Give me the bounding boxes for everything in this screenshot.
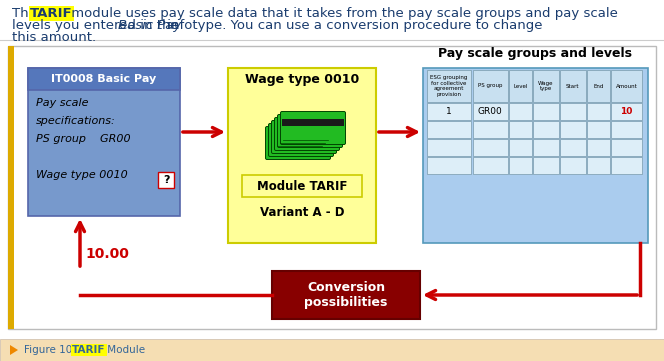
Text: Wage type 0010: Wage type 0010: [36, 170, 127, 180]
Text: The: The: [12, 7, 41, 20]
Bar: [560, 70, 586, 102]
FancyBboxPatch shape: [268, 123, 333, 157]
Bar: [509, 157, 532, 174]
Text: specifications:: specifications:: [36, 116, 116, 126]
Bar: [473, 157, 507, 174]
Bar: [560, 157, 586, 174]
Bar: [533, 121, 559, 138]
Text: 1: 1: [446, 107, 452, 116]
Bar: [533, 70, 559, 102]
Bar: [560, 103, 586, 120]
Bar: [612, 157, 641, 174]
Text: Start: Start: [566, 83, 580, 88]
Bar: [8, 46, 656, 329]
Bar: [427, 139, 471, 156]
Text: this amount.: this amount.: [12, 31, 96, 44]
Bar: [28, 68, 180, 216]
Bar: [8, 46, 14, 329]
Bar: [427, 157, 471, 174]
Bar: [587, 139, 610, 156]
Text: 10: 10: [620, 107, 633, 116]
Bar: [533, 157, 559, 174]
Bar: [473, 70, 507, 102]
Text: Basic Pay: Basic Pay: [118, 19, 181, 32]
Bar: [242, 175, 362, 197]
Text: End: End: [594, 83, 604, 88]
Bar: [560, 121, 586, 138]
Bar: [228, 68, 376, 243]
Bar: [0, 339, 664, 361]
Text: Figure 107:: Figure 107:: [24, 345, 86, 355]
Bar: [587, 103, 610, 120]
Bar: [473, 139, 507, 156]
Bar: [612, 103, 641, 120]
Bar: [427, 121, 471, 138]
Text: IT0008 Basic Pay: IT0008 Basic Pay: [51, 74, 157, 84]
Bar: [427, 70, 471, 102]
FancyBboxPatch shape: [280, 112, 345, 144]
Text: ?: ?: [163, 175, 169, 185]
FancyBboxPatch shape: [274, 117, 339, 151]
Polygon shape: [10, 345, 18, 355]
Bar: [509, 139, 532, 156]
Bar: [473, 121, 507, 138]
Bar: [533, 103, 559, 120]
Text: Wage type 0010: Wage type 0010: [245, 74, 359, 87]
Text: Wage
type: Wage type: [539, 81, 554, 91]
Bar: [612, 139, 641, 156]
Text: Pay scale groups and levels: Pay scale groups and levels: [438, 48, 633, 61]
Bar: [587, 121, 610, 138]
Text: 10.00: 10.00: [85, 247, 129, 261]
Text: TARIF: TARIF: [30, 7, 72, 20]
Text: TARIF: TARIF: [72, 345, 106, 355]
Bar: [587, 157, 610, 174]
Text: Variant A - D: Variant A - D: [260, 206, 344, 219]
Text: module uses pay scale data that it takes from the pay scale groups and pay scale: module uses pay scale data that it takes…: [67, 7, 618, 20]
Text: ESG grouping
for collective
agreement
provision: ESG grouping for collective agreement pr…: [430, 75, 468, 97]
Bar: [509, 103, 532, 120]
Text: infotype. You can use a conversion procedure to change: infotype. You can use a conversion proce…: [163, 19, 542, 32]
Bar: [427, 103, 471, 120]
Bar: [612, 70, 641, 102]
Bar: [272, 271, 420, 319]
Text: PS group: PS group: [478, 83, 502, 88]
Text: PS group    GR00: PS group GR00: [36, 134, 131, 144]
Bar: [612, 121, 641, 138]
Bar: [158, 172, 174, 188]
Bar: [423, 68, 648, 243]
FancyBboxPatch shape: [272, 121, 337, 153]
Text: Module: Module: [104, 345, 145, 355]
Bar: [560, 139, 586, 156]
Bar: [28, 68, 180, 90]
Bar: [587, 70, 610, 102]
Bar: [282, 119, 344, 126]
Bar: [533, 139, 559, 156]
Text: GR00: GR00: [477, 107, 503, 116]
Text: Level: Level: [513, 83, 527, 88]
Bar: [473, 103, 507, 120]
FancyBboxPatch shape: [266, 126, 331, 160]
Text: levels you entered in the: levels you entered in the: [12, 19, 183, 32]
Bar: [509, 121, 532, 138]
Bar: [509, 70, 532, 102]
Text: Conversion
possibilities: Conversion possibilities: [304, 281, 388, 309]
FancyBboxPatch shape: [278, 114, 343, 148]
Text: Amount: Amount: [616, 83, 637, 88]
Text: Module TARIF: Module TARIF: [257, 179, 347, 192]
Text: Pay scale: Pay scale: [36, 98, 88, 108]
